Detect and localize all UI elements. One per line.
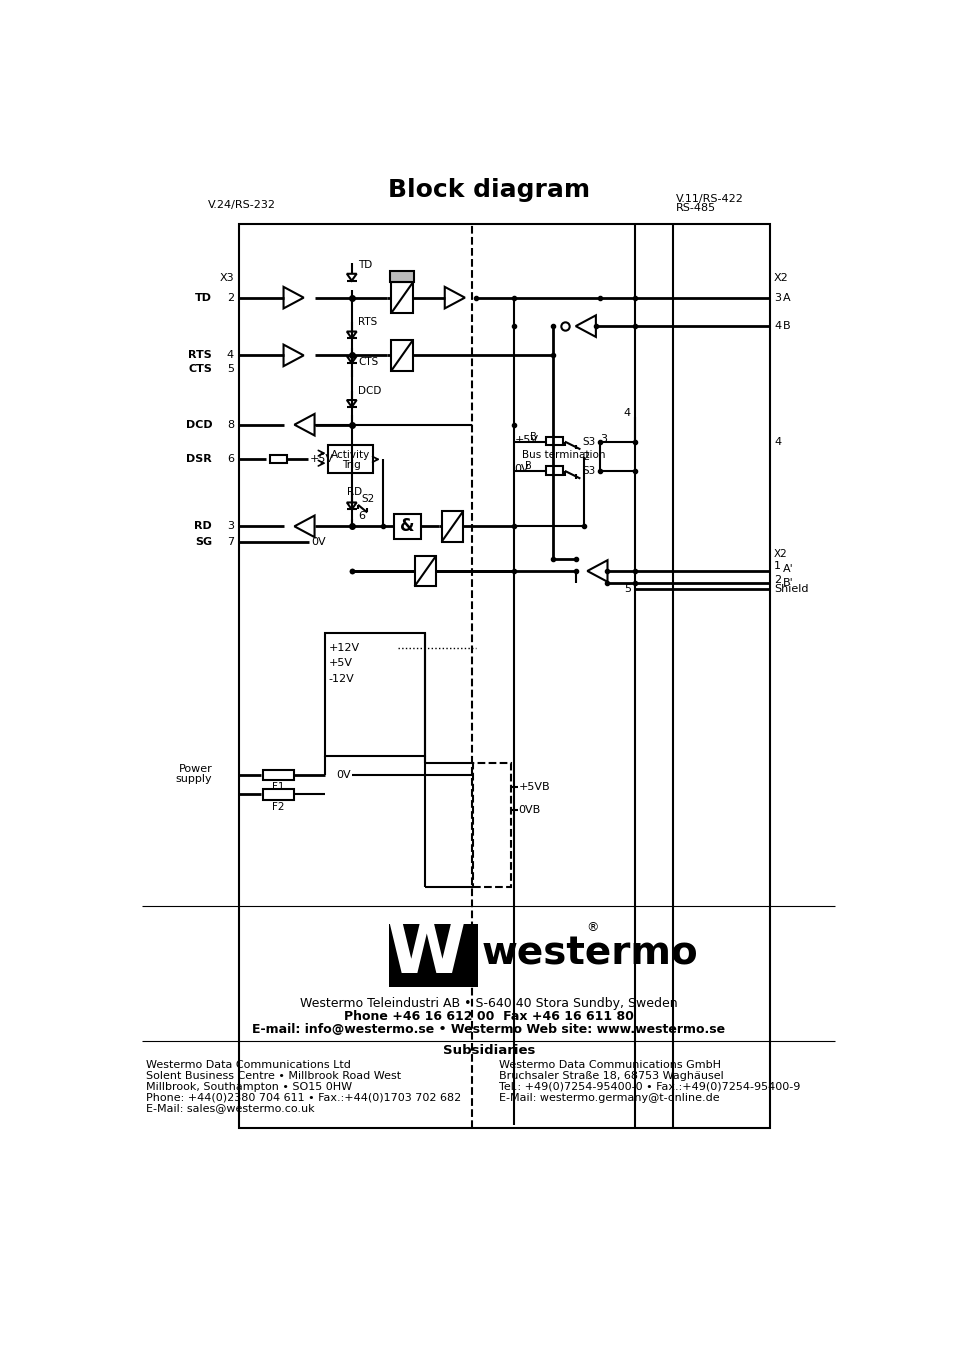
Text: RD: RD	[194, 521, 212, 531]
Bar	[389, 924, 477, 986]
Text: 2: 2	[773, 576, 781, 585]
Text: CTS: CTS	[357, 357, 377, 366]
Text: RD: RD	[347, 488, 362, 497]
Bar	[262, 770, 294, 781]
Text: RTS: RTS	[189, 350, 212, 361]
Text: Westermo Teleindustri AB • S-640 40 Stora Sundby, Sweden: Westermo Teleindustri AB • S-640 40 Stor…	[300, 997, 677, 1011]
Text: Block diagram: Block diagram	[388, 178, 589, 201]
Bar	[472, 763, 511, 886]
Bar	[415, 555, 436, 586]
Text: RTS: RTS	[357, 316, 376, 327]
Text: 6: 6	[227, 454, 233, 465]
Bar	[546, 466, 562, 474]
Bar	[262, 789, 294, 800]
Text: Phone: +44(0)2380 704 611 • Fax.:+44(0)1703 702 682: Phone: +44(0)2380 704 611 • Fax.:+44(0)1…	[146, 1093, 461, 1102]
Text: B: B	[530, 431, 537, 442]
Text: SG: SG	[195, 536, 212, 547]
Text: Westermo Data Communications Ltd: Westermo Data Communications Ltd	[146, 1061, 351, 1070]
Bar	[390, 272, 414, 282]
Text: 2: 2	[227, 293, 233, 303]
Text: 3: 3	[773, 293, 781, 303]
Text: Trig: Trig	[341, 461, 360, 470]
Text: 4: 4	[773, 322, 781, 331]
Bar	[391, 282, 413, 313]
Text: +5V: +5V	[310, 454, 334, 465]
Text: W: W	[386, 920, 466, 989]
Text: X2: X2	[773, 273, 788, 284]
Bar	[328, 446, 373, 473]
Text: A': A'	[781, 565, 793, 574]
Text: B: B	[781, 322, 789, 331]
Text: 3: 3	[599, 434, 606, 443]
Text: &: &	[400, 517, 415, 535]
Text: 3: 3	[227, 521, 233, 531]
Text: 4: 4	[773, 436, 781, 447]
Text: X3: X3	[219, 273, 233, 284]
Text: Shield: Shield	[773, 585, 808, 594]
Text: Bruchsaler Straße 18, 68753 Waghäusel: Bruchsaler Straße 18, 68753 Waghäusel	[498, 1071, 723, 1081]
Text: 8: 8	[227, 420, 233, 430]
Text: TD: TD	[195, 293, 212, 303]
Text: F2: F2	[272, 801, 284, 812]
Text: +5V: +5V	[514, 435, 537, 444]
Text: RS-485: RS-485	[675, 203, 715, 213]
Text: 4: 4	[227, 350, 233, 361]
Text: +5V: +5V	[328, 658, 352, 669]
Text: DSR: DSR	[186, 454, 212, 465]
Text: 5: 5	[623, 585, 630, 594]
Text: S3: S3	[582, 436, 596, 447]
Text: S2: S2	[361, 494, 375, 504]
Text: -12V: -12V	[328, 674, 354, 684]
Text: 5: 5	[227, 365, 233, 374]
Text: X2: X2	[773, 549, 787, 559]
Text: TD: TD	[357, 261, 372, 270]
Bar	[394, 513, 421, 539]
Text: Westermo Data Communications GmbH: Westermo Data Communications GmbH	[498, 1061, 720, 1070]
Text: F1: F1	[272, 782, 284, 792]
Text: E-Mail: westermo.germany@t-online.de: E-Mail: westermo.germany@t-online.de	[498, 1093, 719, 1102]
Text: 6: 6	[357, 511, 365, 520]
Text: B: B	[525, 461, 532, 471]
Text: Tel.: +49(0)7254-95400-0 • Fax.:+49(0)7254-95400-9: Tel.: +49(0)7254-95400-0 • Fax.:+49(0)72…	[498, 1082, 800, 1092]
Text: CTS: CTS	[188, 365, 212, 374]
Bar	[546, 436, 562, 446]
Text: V.11/RS-422: V.11/RS-422	[675, 195, 742, 204]
Text: Power: Power	[178, 763, 212, 774]
Text: E-Mail: sales@westermo.co.uk: E-Mail: sales@westermo.co.uk	[146, 1104, 314, 1113]
Bar	[239, 224, 769, 1128]
Text: S3: S3	[582, 466, 596, 476]
Text: Phone +46 16 612 00  Fax +46 16 611 80: Phone +46 16 612 00 Fax +46 16 611 80	[344, 1011, 633, 1023]
Bar	[441, 511, 463, 542]
Text: Bus termination: Bus termination	[521, 450, 605, 461]
Text: +5VB: +5VB	[517, 782, 550, 792]
Bar	[270, 455, 286, 463]
Text: 1: 1	[773, 562, 781, 571]
Text: DCD: DCD	[357, 386, 381, 396]
Text: 0VB: 0VB	[517, 805, 540, 815]
Text: Solent Business Centre • Millbrook Road West: Solent Business Centre • Millbrook Road …	[146, 1071, 401, 1081]
Text: 0V: 0V	[514, 465, 529, 474]
Text: 0V: 0V	[335, 770, 351, 780]
Bar	[391, 340, 413, 370]
Text: 4: 4	[623, 408, 630, 419]
Text: 0V: 0V	[311, 536, 326, 547]
Text: A: A	[781, 293, 789, 303]
Text: Activity: Activity	[331, 450, 370, 459]
Text: 7: 7	[227, 536, 233, 547]
Text: DCD: DCD	[186, 420, 212, 430]
Text: B': B'	[781, 578, 793, 588]
Bar	[324, 632, 425, 755]
Text: E-mail: info@westermo.se • Westermo Web site: www.westermo.se: E-mail: info@westermo.se • Westermo Web …	[253, 1024, 724, 1036]
Text: Subsidiaries: Subsidiaries	[442, 1044, 535, 1058]
Text: Millbrook, Southampton • SO15 0HW: Millbrook, Southampton • SO15 0HW	[146, 1082, 352, 1092]
Text: 2: 2	[581, 453, 588, 462]
Text: westermo: westermo	[481, 935, 698, 973]
Text: ®: ®	[586, 921, 598, 934]
Text: supply: supply	[175, 774, 212, 784]
Text: V.24/RS-232: V.24/RS-232	[208, 200, 276, 211]
Text: +12V: +12V	[328, 643, 359, 653]
